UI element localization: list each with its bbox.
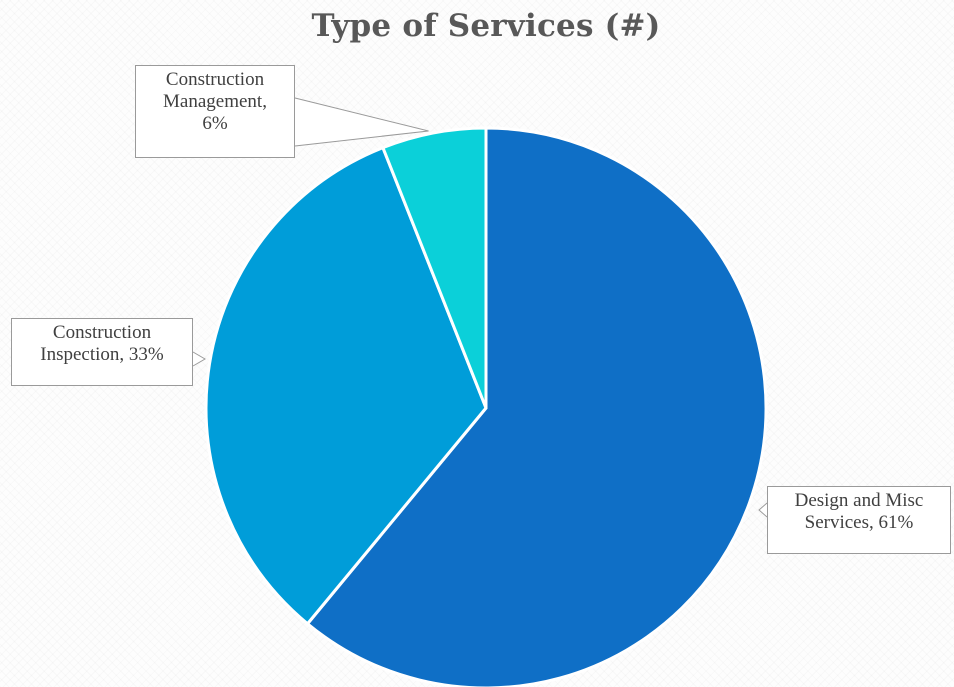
chart-title: Type of Services (#)	[311, 8, 661, 44]
data-label-construction-management: Construction Management, 6%	[135, 65, 295, 158]
pie-slice-construction-inspection	[204, 146, 488, 626]
leader-line-construction-management	[294, 97, 429, 147]
pie-slice-design-and-misc-services	[306, 126, 768, 687]
leader-line-construction-inspection	[192, 351, 206, 367]
pie-slice-construction-management	[381, 126, 488, 410]
data-label-construction-inspection: Construction Inspection, 33%	[11, 318, 193, 386]
leader-line-design-and-misc-services	[758, 502, 768, 518]
data-label-design-and-misc-services: Design and Misc Services, 61%	[767, 486, 951, 554]
